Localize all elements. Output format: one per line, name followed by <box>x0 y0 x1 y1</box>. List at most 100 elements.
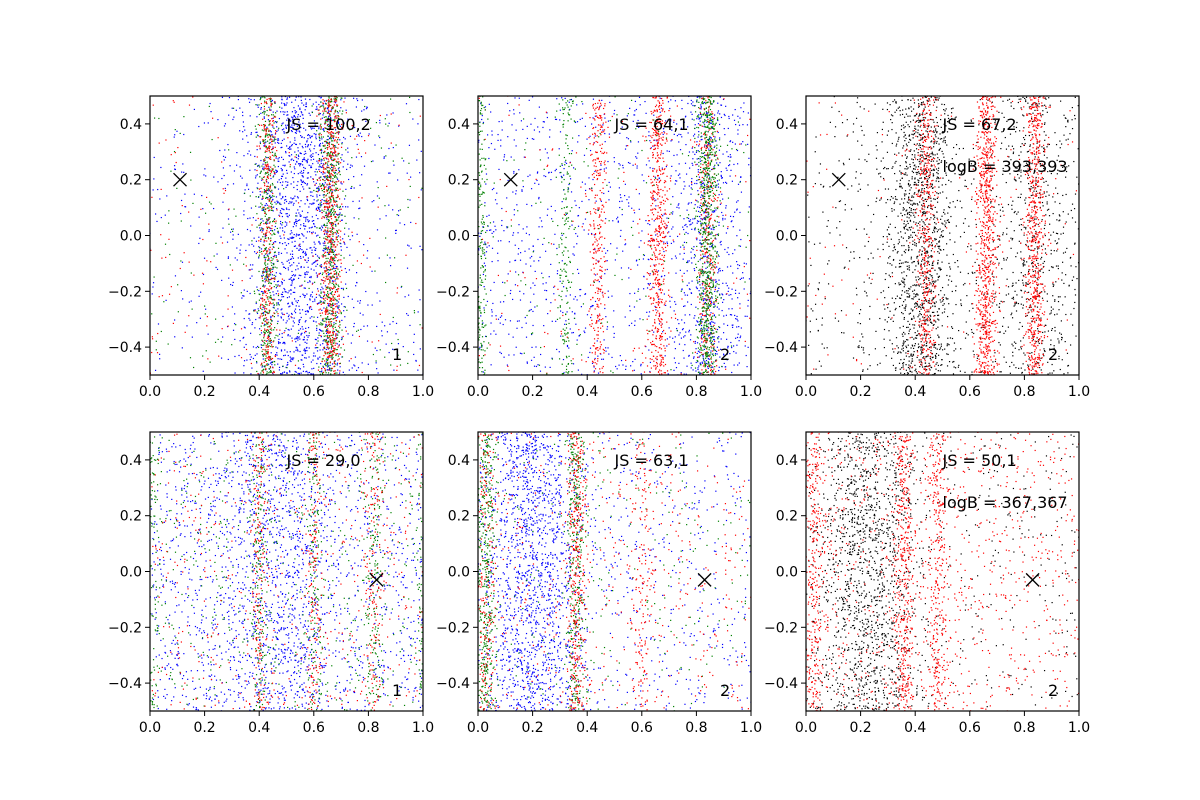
scatter-point <box>323 210 325 212</box>
scatter-point <box>299 245 301 248</box>
scatter-point <box>521 353 523 355</box>
scatter-point <box>281 296 283 298</box>
scatter-point <box>271 344 273 346</box>
scatter-point <box>310 166 312 169</box>
scatter-points <box>150 96 423 375</box>
scatter-point <box>531 333 533 336</box>
scatter-point <box>335 102 337 104</box>
scatter-point <box>269 139 271 141</box>
scatter-point <box>304 182 306 185</box>
scatter-point <box>378 257 380 259</box>
scatter-point <box>351 231 353 233</box>
scatter-point <box>329 336 331 338</box>
scatter-point <box>379 136 381 139</box>
scatter-point <box>325 116 327 118</box>
scatter-point <box>265 368 267 370</box>
scatter-point <box>272 136 274 138</box>
scatter-point <box>323 168 325 170</box>
scatter-point <box>658 298 660 300</box>
scatter-point <box>337 158 339 160</box>
scatter-point <box>258 249 261 252</box>
scatter-point <box>255 131 257 134</box>
panel-label: 1 <box>392 345 402 364</box>
scatter-point <box>331 107 333 109</box>
scatter-point <box>265 128 267 130</box>
scatter-point <box>328 219 330 221</box>
scatter-point <box>268 158 271 160</box>
scatter-point <box>211 138 213 141</box>
scatter-point <box>153 178 155 180</box>
scatter-point <box>285 200 288 203</box>
scatter-point <box>330 218 333 220</box>
scatter-point <box>331 314 333 316</box>
scatter-point <box>323 176 325 178</box>
scatter-point <box>320 160 322 162</box>
scatter-point <box>284 291 286 293</box>
scatter-point <box>320 367 323 370</box>
scatter-point <box>366 250 369 252</box>
scatter-point <box>240 328 243 330</box>
scatter-point <box>385 215 387 217</box>
scatter-point <box>325 235 327 238</box>
scatter-point <box>269 173 272 175</box>
scatter-point <box>325 168 327 170</box>
scatter-point <box>302 122 304 125</box>
scatter-point <box>726 151 728 153</box>
scatter-point <box>299 255 302 258</box>
scatter-point <box>333 322 335 324</box>
scatter-point <box>329 175 331 177</box>
scatter-point <box>331 351 334 353</box>
scatter-point <box>263 192 265 194</box>
scatter-point <box>413 341 415 344</box>
scatter-point <box>325 312 327 314</box>
scatter-point <box>279 358 281 360</box>
scatter-point <box>337 284 339 286</box>
scatter-point <box>293 186 295 189</box>
scatter-point <box>318 208 320 210</box>
scatter-point <box>221 279 223 282</box>
scatter-point <box>325 335 327 337</box>
scatter-point <box>729 352 731 355</box>
scatter-point <box>644 100 646 103</box>
scatter-point <box>688 329 691 331</box>
scatter-point <box>219 149 221 152</box>
scatter-point <box>297 268 299 270</box>
scatter-point <box>325 265 327 268</box>
scatter-point <box>326 309 329 311</box>
scatter-point <box>338 216 340 218</box>
scatter-point <box>239 340 241 342</box>
scatter-point <box>304 296 306 298</box>
scatter-point <box>263 267 266 270</box>
scatter-point <box>274 173 276 175</box>
scatter-point <box>248 244 250 246</box>
scatter-point <box>272 266 274 268</box>
scatter-point <box>264 249 266 252</box>
scatter-point <box>315 190 317 193</box>
scatter-point <box>217 181 219 183</box>
scatter-point <box>272 345 274 348</box>
scatter-point <box>210 203 212 205</box>
scatter-point <box>269 339 272 341</box>
scatter-point <box>277 294 280 297</box>
scatter-point <box>378 197 380 199</box>
scatter-point <box>315 247 317 250</box>
scatter-point <box>622 250 624 252</box>
scatter-point <box>343 242 345 244</box>
scatter-point <box>265 218 268 220</box>
scatter-point <box>190 225 192 227</box>
scatter-point <box>267 263 269 265</box>
scatter-point <box>227 308 229 310</box>
scatter-point <box>618 364 620 366</box>
scatter-point <box>333 324 335 326</box>
scatter-point <box>323 199 325 202</box>
scatter-point <box>392 112 394 114</box>
scatter-point <box>338 305 340 307</box>
scatter-point <box>273 294 275 296</box>
scatter-point <box>729 175 731 177</box>
scatter-point <box>274 186 276 188</box>
scatter-point <box>263 305 265 307</box>
scatter-point <box>328 305 330 307</box>
scatter-point <box>304 203 306 205</box>
scatter-point <box>322 163 324 165</box>
scatter-point <box>293 322 295 324</box>
